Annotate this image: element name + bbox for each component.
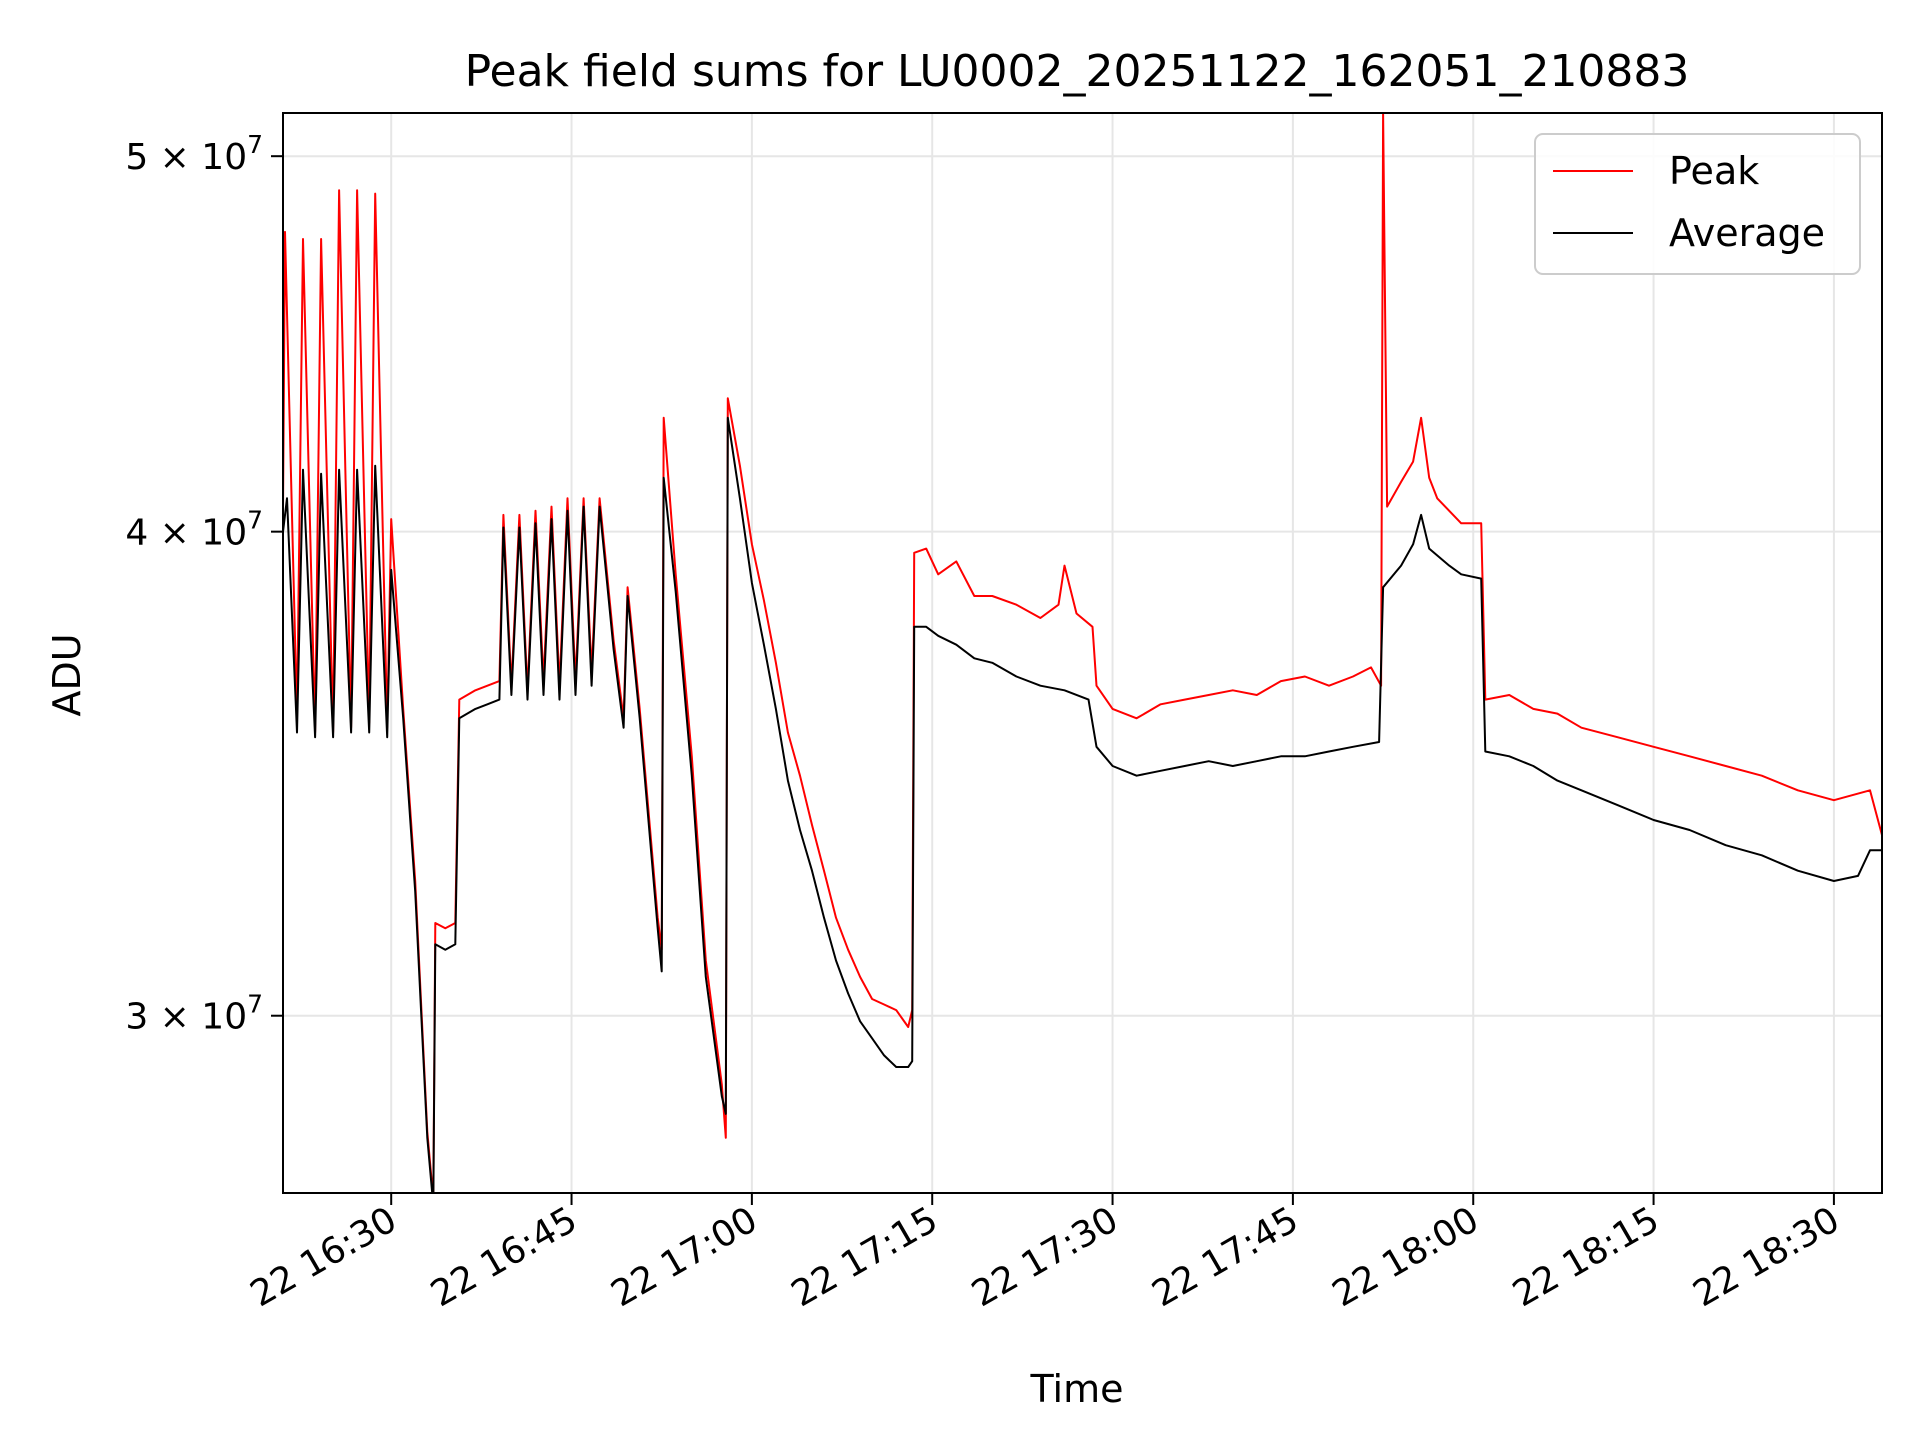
grid bbox=[283, 113, 1882, 1193]
legend: Peak Average bbox=[1534, 133, 1861, 275]
y-axis-label: ADU bbox=[45, 633, 89, 716]
y-tick-label: 5 × 107 bbox=[125, 130, 263, 178]
legend-label-peak: Peak bbox=[1669, 149, 1759, 193]
axes-frame bbox=[282, 112, 1883, 1194]
y-tick-label: 4 × 107 bbox=[125, 506, 263, 554]
y-axis: 3 × 107 4 × 107 5 × 107 bbox=[125, 130, 283, 1038]
series-group bbox=[283, 113, 1882, 1193]
legend-box bbox=[1534, 133, 1861, 275]
series-line-peak bbox=[283, 113, 1882, 1193]
chart-title: Peak field sums for LU0002_20251122_1620… bbox=[465, 46, 1690, 97]
y-tick-label: 3 × 107 bbox=[125, 990, 263, 1038]
series-line-average bbox=[283, 416, 1882, 1193]
x-axis-label: Time bbox=[1030, 1367, 1124, 1411]
legend-label-average: Average bbox=[1669, 211, 1825, 255]
